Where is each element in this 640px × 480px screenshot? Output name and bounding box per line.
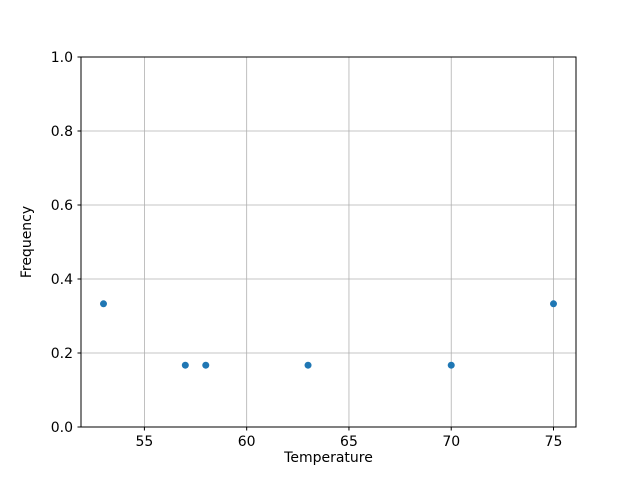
y-tick-label: 1.0 [51,50,73,66]
data-point [304,361,312,369]
y-tick-label: 0.0 [51,420,73,436]
data-point [100,300,107,308]
y-axis-label: Frequency [18,205,35,279]
y-tick-label: 0.6 [51,198,73,214]
data-point [447,361,455,369]
axes-spines [80,56,577,428]
y-tick-label: 0.8 [51,124,73,140]
x-tick-label: 70 [442,434,460,450]
data-point [550,300,557,308]
data-point [202,361,210,369]
y-tick-label: 0.4 [51,272,73,288]
x-tick-label: 75 [545,434,563,450]
x-tick-label: 65 [340,434,358,450]
x-tick-label: 55 [135,434,153,450]
x-tick-label: 60 [238,434,256,450]
data-point [181,361,189,369]
y-tick-label: 0.2 [51,346,73,362]
x-axis-label: Temperature [284,450,373,466]
